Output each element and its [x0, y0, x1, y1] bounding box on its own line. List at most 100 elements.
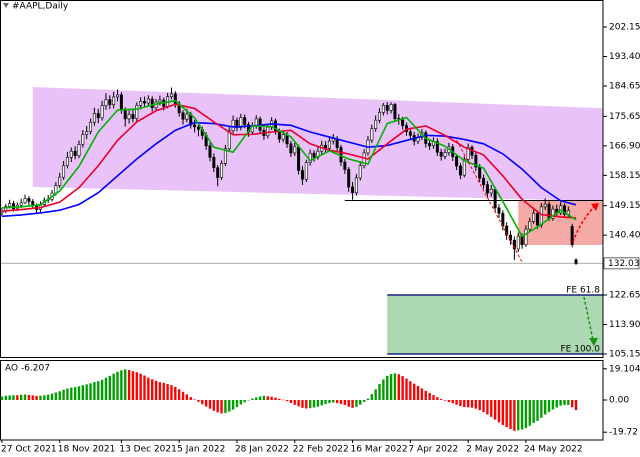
candle-body	[293, 146, 297, 154]
x-tick-label: 7 Apr 2022	[408, 445, 458, 455]
ao-bar	[266, 396, 269, 400]
candle-body	[69, 150, 73, 158]
ao-bar	[62, 389, 65, 400]
ao-bar	[258, 396, 262, 400]
ao-bar	[158, 382, 162, 400]
ao-bar	[478, 400, 481, 411]
candle-body	[408, 131, 412, 136]
candle-body	[458, 165, 462, 176]
ao-bar	[70, 387, 73, 400]
candle-body	[347, 169, 351, 188]
candle-body	[532, 212, 536, 222]
ao-bar	[355, 400, 358, 407]
ao-bar	[77, 386, 81, 400]
candle-body	[474, 154, 478, 168]
candle-body	[146, 98, 150, 104]
ao-bar	[497, 400, 501, 423]
y-tick-label: 113.90	[609, 320, 640, 330]
x-tick-label: 18 Nov 2021	[58, 445, 116, 455]
candle-body	[135, 105, 139, 119]
ao-bar	[112, 373, 115, 400]
ao-bar	[463, 400, 466, 408]
ao-bar	[4, 395, 7, 400]
ao-bar	[139, 373, 142, 400]
ao-bar	[347, 400, 350, 407]
candle-body	[123, 109, 127, 120]
ao-bar	[409, 381, 412, 400]
ao-bar	[143, 375, 146, 400]
candle-body	[62, 165, 66, 178]
candle-body	[19, 202, 23, 206]
y-tick-label: 122.65	[609, 291, 640, 301]
ao-bar	[43, 395, 46, 400]
zigzag	[456, 139, 523, 263]
ao-bar	[46, 394, 50, 400]
ao-bar	[424, 390, 427, 400]
candle-body	[77, 144, 81, 156]
ao-bar	[12, 395, 15, 400]
candle-body	[11, 203, 15, 210]
candle-body	[223, 148, 227, 164]
candle-body	[185, 113, 189, 120]
title-icon	[3, 3, 9, 8]
ao-bar	[439, 399, 443, 400]
candle-body	[543, 203, 547, 208]
ao-bar	[104, 377, 108, 400]
ao-bar	[328, 400, 331, 404]
x-tick-label: 27 Oct 2021	[1, 445, 57, 455]
candle-body	[539, 206, 543, 226]
candle-body	[536, 212, 539, 226]
ao-bar	[100, 379, 104, 400]
ao-bar	[251, 398, 254, 400]
candle-body	[358, 165, 362, 179]
candle-body	[139, 101, 143, 106]
candle-body	[73, 150, 77, 156]
ao-bar	[544, 400, 547, 415]
ao-bar	[382, 379, 385, 400]
ao-bar	[285, 400, 289, 402]
ao-bar	[428, 392, 431, 400]
arrow-head	[589, 338, 598, 346]
ao-bar	[255, 397, 258, 400]
ao-bar	[493, 400, 497, 420]
candle-body	[370, 128, 374, 141]
x-tick-label: 2 May 2022	[466, 445, 519, 455]
ao-bar	[332, 400, 335, 403]
ao-bar	[320, 400, 323, 406]
y-tick-label: 0.00	[609, 396, 629, 406]
ao-bar	[413, 383, 416, 400]
ao-bar	[386, 375, 389, 400]
ao-bar	[23, 394, 27, 400]
ao-bar	[443, 400, 447, 401]
candle-body	[181, 112, 185, 120]
ao-bar	[370, 394, 374, 400]
moving-average	[1, 99, 577, 238]
ao-bar	[528, 400, 531, 426]
candle-body	[277, 130, 281, 140]
candle-body	[119, 94, 123, 111]
candle-body	[8, 203, 12, 207]
ao-bar	[97, 381, 100, 400]
ao-bar	[335, 400, 339, 404]
y-tick-label: 193.40	[609, 52, 640, 62]
ao-bar	[501, 400, 505, 425]
ao-bar	[120, 370, 123, 400]
candle-body	[574, 259, 578, 264]
ao-bar	[324, 400, 327, 405]
candle-body	[428, 143, 432, 147]
y-tick-label: 149.15	[609, 201, 640, 211]
ao-bar	[27, 394, 31, 400]
ao-bar	[93, 382, 96, 400]
ao-bar	[270, 396, 273, 400]
ao-bar	[447, 400, 451, 402]
ao-bar	[131, 371, 135, 400]
candle-body	[58, 176, 62, 186]
ao-bar	[455, 400, 458, 405]
candle-body	[393, 104, 397, 119]
candle-body	[489, 189, 493, 194]
ao-bar	[201, 400, 204, 405]
candle-body	[142, 101, 146, 104]
ao-bar	[420, 388, 424, 400]
ao-bar	[316, 400, 320, 407]
ao-bar	[366, 398, 370, 400]
